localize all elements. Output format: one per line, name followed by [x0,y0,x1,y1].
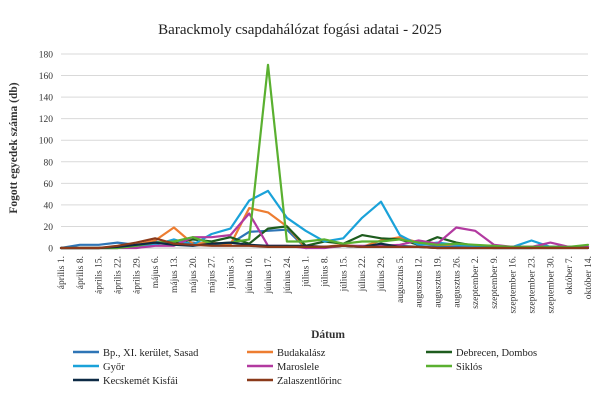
y-tick-label: 180 [39,51,54,61]
y-tick-label: 20 [44,223,54,233]
legend-label: Győr [103,362,125,373]
chart-title: Barackmoly csapdahálózat fogási adatai -… [158,22,442,38]
y-tick-label: 120 [39,115,54,125]
legend-item: Maroslele [247,362,319,373]
y-tick-label: 160 [39,72,54,82]
x-tick-label: április 29. [132,256,142,294]
legend-item: Debrecen, Dombos [426,348,537,359]
x-tick-label: június 3. [226,256,236,290]
axes: 0 20 40 60 80 100 120 140 160 180 április 1. áprili… [39,51,594,314]
x-tick-label: augusztus 26. [452,256,462,308]
x-tick-label: június 17. [264,256,274,294]
y-axis-label: Fogott egyedek száma (db) [8,82,20,213]
y-tick-label: 100 [39,137,54,147]
x-tick-label: április 8. [76,256,86,289]
legend-label: Debrecen, Dombos [456,348,537,359]
y-tick-label: 60 [44,180,54,190]
x-tick-label: július 29. [377,256,387,292]
x-tick-label: szeptember 2. [471,256,481,309]
legend-label: Budakalász [277,348,326,359]
x-axis-label: Dátum [311,329,345,341]
legend-item: Siklós [426,362,482,373]
legend-label: Siklós [456,362,482,373]
x-tick-label: szeptember 16. [509,256,519,314]
legend-label: Zalaszentlőrinc [277,376,342,387]
x-tick-label: szeptember 30. [546,256,556,314]
x-tick-label: augusztus 12. [415,256,425,308]
legend-label: Kecskemét Kisfái [103,376,178,387]
y-tick-label: 0 [48,245,53,255]
x-tick-label: május 13. [170,256,180,293]
x-tick-label: április 15. [95,256,105,294]
legend-label: Bp., XI. kerület, Sasad [103,348,199,359]
y-tick-label: 40 [44,201,54,211]
series-lines [59,63,590,250]
x-tick-label: szeptember 23. [528,256,538,314]
x-tick-label: július 1. [302,256,312,288]
y-tick-label: 140 [39,94,54,104]
x-tick-label: május 6. [151,256,161,288]
gridlines [61,53,588,227]
legend-item: Budakalász [247,348,326,359]
legend-item: Zalaszentlőrinc [247,376,342,387]
x-tick-label: július 8. [321,256,331,288]
x-tick-label: június 24. [283,256,293,294]
x-tick-label: április 1. [57,256,67,289]
legend-item: Győr [73,362,125,373]
x-tick-label: április 22. [113,256,123,294]
x-tick-label: május 20. [189,256,199,293]
y-tick-label: 80 [44,158,54,168]
legend: Bp., XI. kerület, Sasad Budakalász Debrece… [73,348,537,387]
x-tick-label: július 15. [339,256,349,292]
series-line [59,237,590,250]
x-tick-label: augusztus 5. [396,256,406,303]
x-tick-label: május 27. [208,256,218,293]
x-tick-label: szeptember 9. [490,256,500,309]
x-tick-label: október 14. [584,256,594,299]
legend-item: Bp., XI. kerület, Sasad [73,348,199,359]
x-tick-label: október 7. [565,256,575,295]
x-tick-label: augusztus 19. [433,256,443,308]
legend-label: Maroslele [277,362,319,373]
x-tick-label: július 22. [358,256,368,292]
legend-item: Kecskemét Kisfái [73,376,178,387]
x-tick-label: június 10. [245,256,255,294]
